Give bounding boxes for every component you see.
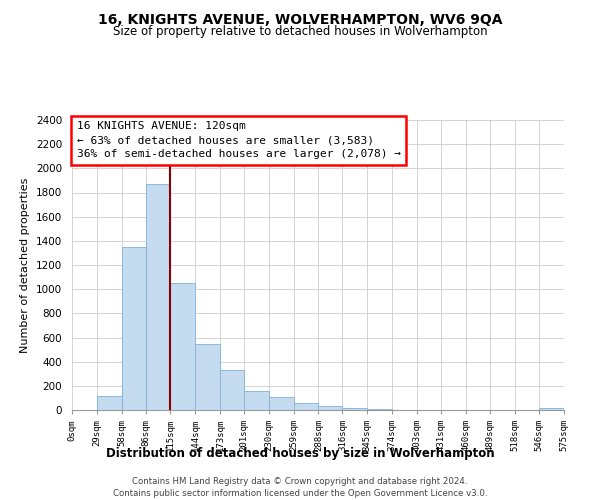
Y-axis label: Number of detached properties: Number of detached properties xyxy=(20,178,31,352)
Bar xyxy=(97,396,122,410)
Bar xyxy=(122,247,146,410)
Bar xyxy=(220,370,244,410)
Text: Contains public sector information licensed under the Open Government Licence v3: Contains public sector information licen… xyxy=(113,489,487,498)
Bar xyxy=(539,408,564,410)
Bar xyxy=(170,283,195,410)
Text: 16 KNIGHTS AVENUE: 120sqm
← 63% of detached houses are smaller (3,583)
36% of se: 16 KNIGHTS AVENUE: 120sqm ← 63% of detac… xyxy=(77,122,401,160)
Text: 16, KNIGHTS AVENUE, WOLVERHAMPTON, WV6 9QA: 16, KNIGHTS AVENUE, WOLVERHAMPTON, WV6 9… xyxy=(98,12,502,26)
Bar xyxy=(319,406,343,410)
Bar xyxy=(244,390,269,410)
Bar xyxy=(195,344,220,410)
Bar xyxy=(293,403,319,410)
Bar xyxy=(343,408,367,410)
Bar xyxy=(269,398,293,410)
Text: Size of property relative to detached houses in Wolverhampton: Size of property relative to detached ho… xyxy=(113,25,487,38)
Text: Distribution of detached houses by size in Wolverhampton: Distribution of detached houses by size … xyxy=(106,448,494,460)
Bar xyxy=(146,184,170,410)
Text: Contains HM Land Registry data © Crown copyright and database right 2024.: Contains HM Land Registry data © Crown c… xyxy=(132,478,468,486)
